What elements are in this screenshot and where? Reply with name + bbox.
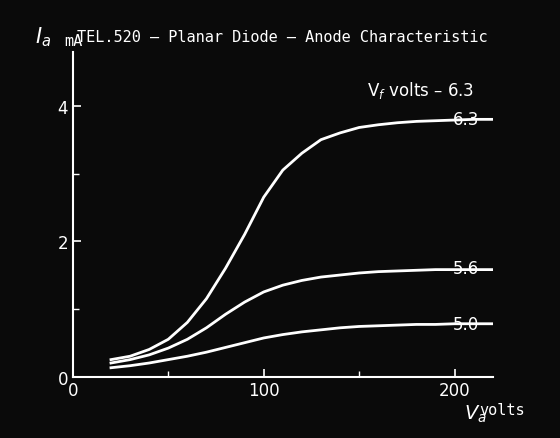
Text: mA: mA xyxy=(64,34,83,49)
Title: TEL.520 – Planar Diode – Anode Characteristic: TEL.520 – Planar Diode – Anode Character… xyxy=(77,29,488,45)
Text: 5.0: 5.0 xyxy=(453,315,479,333)
Text: V$_f$ volts – 6.3: V$_f$ volts – 6.3 xyxy=(367,79,474,100)
Text: volts: volts xyxy=(479,403,525,417)
Text: 6.3: 6.3 xyxy=(453,111,479,129)
Text: 5.6: 5.6 xyxy=(453,260,479,278)
Text: $V_a$: $V_a$ xyxy=(464,403,487,424)
Text: $I_a$: $I_a$ xyxy=(35,26,51,49)
